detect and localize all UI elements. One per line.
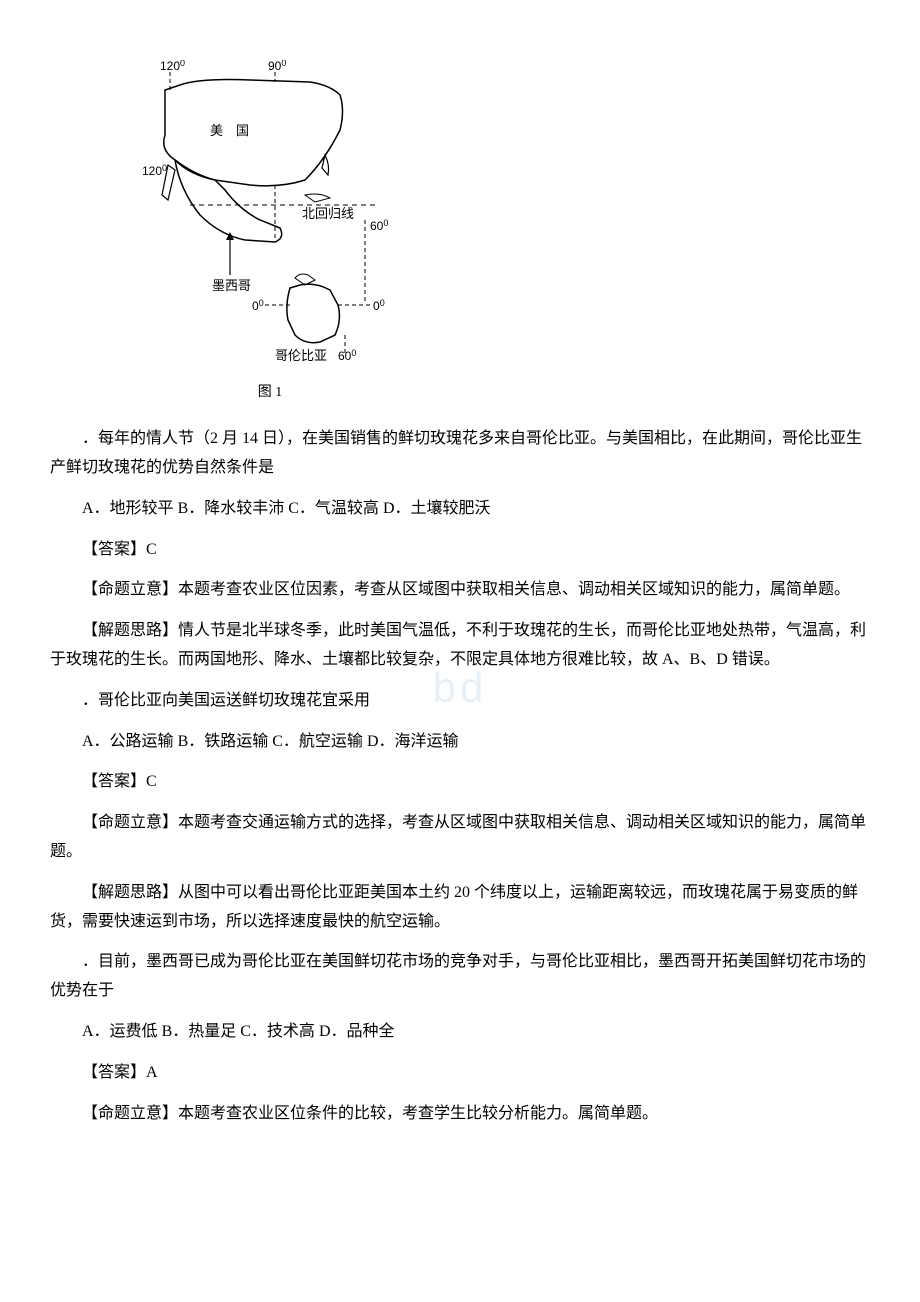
colombia-outline xyxy=(287,284,340,343)
mexico-label: 墨西哥 xyxy=(212,278,251,293)
cuba-outline xyxy=(305,194,330,202)
q3-optC: C．技术高 xyxy=(240,1023,315,1040)
usa-label: 美 国 xyxy=(210,123,249,138)
deg-120-top: 1200 xyxy=(160,60,185,73)
q2-intent: 【命题立意】本题考查交通运输方式的选择，考查从区域图中获取相关信息、调动相关区域… xyxy=(50,809,870,867)
deg-60-right: 600 xyxy=(370,218,388,233)
q3-stem: ．目前，墨西哥已成为哥伦比亚在美国鲜切花市场的竞争对手，与哥伦比亚相比，墨西哥开… xyxy=(50,948,870,1006)
q1-optA: A．地形较平 xyxy=(82,500,174,517)
q3-optB: B．热量足 xyxy=(162,1023,237,1040)
q2-optD: D．海洋运输 xyxy=(367,733,459,750)
q2-options: A．公路运输 B．铁路运输 C．航空运输 D．海洋运输 xyxy=(50,728,870,757)
deg-90-top: 900 xyxy=(268,60,286,73)
q1-intent: 【命题立意】本题考查农业区位因素，考查从区域图中获取相关信息、调动相关区域知识的… xyxy=(50,576,870,605)
q2-answer: 【答案】C xyxy=(50,768,870,797)
q1-stem: ．每年的情人节（2 月 14 日），在美国销售的鲜切玫瑰花多来自哥伦比亚。与美国… xyxy=(50,425,870,483)
q3-options: A．运费低 B．热量足 C．技术高 D．品种全 xyxy=(50,1018,870,1047)
q1-optB: B．降水较丰沛 xyxy=(178,500,285,517)
coast-detail xyxy=(295,274,315,285)
deg-120-left: 1200 xyxy=(142,163,167,178)
q1-solution: 【解题思路】情人节是北半球冬季，此时美国气温低，不利于玫瑰花的生长，而哥伦比亚地… xyxy=(50,617,870,675)
q3-intent: 【命题立意】本题考查农业区位条件的比较，考查学生比较分析能力。属简单题。 xyxy=(50,1100,870,1129)
deg-0-right: 00 xyxy=(373,298,385,313)
q2-solution: 【解题思路】从图中可以看出哥伦比亚距美国本土约 20 个纬度以上，运输距离较远，… xyxy=(50,879,870,937)
map-diagram: 1200 900 1200 600 00 00 600 美 国 墨西哥 哥伦比亚… xyxy=(130,60,410,370)
q3-answer: 【答案】A xyxy=(50,1059,870,1088)
q2-optA: A．公路运输 xyxy=(82,733,174,750)
colombia-label: 哥伦比亚 xyxy=(275,348,327,363)
q2-optC: C．航空运输 xyxy=(272,733,363,750)
tropic-label: 北回归线 xyxy=(302,206,354,221)
deg-0-left: 00 xyxy=(252,298,264,313)
deg-60-bottom: 600 xyxy=(338,348,356,363)
map-svg: 1200 900 1200 600 00 00 600 美 国 墨西哥 哥伦比亚… xyxy=(130,60,410,370)
q3-optA: A．运费低 xyxy=(82,1023,158,1040)
q2-stem: ．哥伦比亚向美国运送鲜切玫瑰花宜采用 xyxy=(50,687,870,716)
q1-optC: C．气温较高 xyxy=(288,500,379,517)
q2-optB: B．铁路运输 xyxy=(178,733,269,750)
q3-optD: D．品种全 xyxy=(319,1023,395,1040)
q1-answer: 【答案】C xyxy=(50,536,870,565)
diagram-caption: 图 1 xyxy=(130,380,410,405)
q1-options: A．地形较平 B．降水较丰沛 C．气温较高 D．土壤较肥沃 xyxy=(50,495,870,524)
q1-optD: D．土壤较肥沃 xyxy=(383,500,491,517)
